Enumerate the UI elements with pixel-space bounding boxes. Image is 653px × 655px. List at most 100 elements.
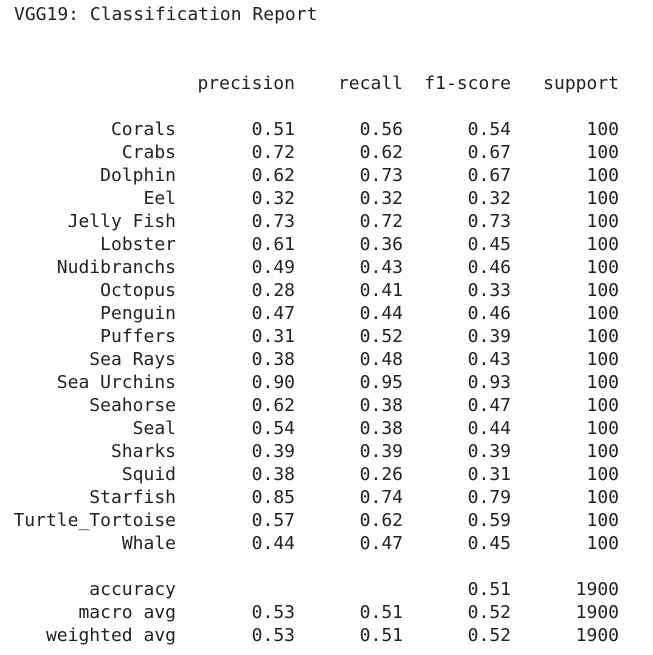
class-label: Seal bbox=[132, 418, 176, 439]
class-row: Sea Urchins 0.90 0.95 0.93 100 bbox=[0, 371, 653, 394]
class-label: Turtle_Tortoise bbox=[13, 510, 176, 531]
recall-value: 0.56 bbox=[359, 119, 403, 140]
f1-value: 0.44 bbox=[467, 418, 511, 439]
class-label: Sharks bbox=[110, 441, 176, 462]
support-value: 100 bbox=[586, 142, 619, 163]
f1-value: 0.54 bbox=[467, 119, 511, 140]
f1-value: 0.45 bbox=[467, 533, 511, 554]
precision-value: 0.53 bbox=[251, 625, 295, 646]
precision-value: 0.44 bbox=[251, 533, 295, 554]
precision-value: 0.62 bbox=[251, 395, 295, 416]
class-label: Nudibranchs bbox=[56, 257, 176, 278]
class-row: Seahorse 0.62 0.38 0.47 100 bbox=[0, 394, 653, 417]
class-label: Penguin bbox=[100, 303, 176, 324]
class-label: Sea Urchins bbox=[56, 372, 176, 393]
precision-value: 0.38 bbox=[251, 464, 295, 485]
class-row: Dolphin 0.62 0.73 0.67 100 bbox=[0, 164, 653, 187]
support-value: 1900 bbox=[575, 625, 619, 646]
class-label: Whale bbox=[121, 533, 176, 554]
recall-value: 0.62 bbox=[359, 510, 403, 531]
recall-value: 0.43 bbox=[359, 257, 403, 278]
precision-value: 0.28 bbox=[251, 280, 295, 301]
support-value: 100 bbox=[586, 510, 619, 531]
support-value: 100 bbox=[586, 418, 619, 439]
f1-value: 0.33 bbox=[467, 280, 511, 301]
header-row: precision recall f1-score support bbox=[0, 72, 653, 95]
f1-value: 0.31 bbox=[467, 464, 511, 485]
recall-value: 0.52 bbox=[359, 326, 403, 347]
recall-value: 0.44 bbox=[359, 303, 403, 324]
recall-value: 0.26 bbox=[359, 464, 403, 485]
class-row: Starfish 0.85 0.74 0.79 100 bbox=[0, 486, 653, 509]
class-label: Seahorse bbox=[89, 395, 176, 416]
support-value: 100 bbox=[586, 441, 619, 462]
class-row: Jelly Fish 0.73 0.72 0.73 100 bbox=[0, 210, 653, 233]
f1-value: 0.32 bbox=[467, 188, 511, 209]
precision-value: 0.32 bbox=[251, 188, 295, 209]
recall-value: 0.48 bbox=[359, 349, 403, 370]
summary-label: weighted avg bbox=[45, 625, 176, 646]
recall-value: 0.36 bbox=[359, 234, 403, 255]
recall-value: 0.38 bbox=[359, 418, 403, 439]
precision-value: 0.85 bbox=[251, 487, 295, 508]
recall-value: 0.74 bbox=[359, 487, 403, 508]
class-label: Starfish bbox=[89, 487, 176, 508]
class-label: Lobster bbox=[100, 234, 176, 255]
support-value: 100 bbox=[586, 533, 619, 554]
support-value: 1900 bbox=[575, 579, 619, 600]
class-row: Corals 0.51 0.56 0.54 100 bbox=[0, 118, 653, 141]
class-label: Crabs bbox=[121, 142, 176, 163]
support-value: 1900 bbox=[575, 602, 619, 623]
f1-value: 0.39 bbox=[467, 441, 511, 462]
support-value: 100 bbox=[586, 188, 619, 209]
report-title: VGG19: Classification Report bbox=[14, 4, 318, 25]
f1-value: 0.52 bbox=[467, 602, 511, 623]
class-row: Squid 0.38 0.26 0.31 100 bbox=[0, 463, 653, 486]
support-value: 100 bbox=[586, 326, 619, 347]
class-row: Lobster 0.61 0.36 0.45 100 bbox=[0, 233, 653, 256]
f1-value: 0.93 bbox=[467, 372, 511, 393]
precision-value: 0.47 bbox=[251, 303, 295, 324]
f1-value: 0.79 bbox=[467, 487, 511, 508]
class-label: Sea Rays bbox=[89, 349, 176, 370]
precision-value: 0.38 bbox=[251, 349, 295, 370]
support-value: 100 bbox=[586, 165, 619, 186]
summary-row-accuracy: accuracy 0.51 1900 bbox=[0, 578, 653, 601]
class-row: Seal 0.54 0.38 0.44 100 bbox=[0, 417, 653, 440]
class-label: Puffers bbox=[100, 326, 176, 347]
recall-value: 0.32 bbox=[359, 188, 403, 209]
class-row: Turtle_Tortoise 0.57 0.62 0.59 100 bbox=[0, 509, 653, 532]
class-row: Octopus 0.28 0.41 0.33 100 bbox=[0, 279, 653, 302]
recall-value: 0.72 bbox=[359, 211, 403, 232]
precision-value: 0.72 bbox=[251, 142, 295, 163]
precision-value: 0.62 bbox=[251, 165, 295, 186]
class-row: Puffers 0.31 0.52 0.39 100 bbox=[0, 325, 653, 348]
precision-value: 0.57 bbox=[251, 510, 295, 531]
header-support: support bbox=[543, 73, 619, 94]
support-value: 100 bbox=[586, 487, 619, 508]
class-label: Corals bbox=[110, 119, 176, 140]
support-value: 100 bbox=[586, 303, 619, 324]
class-row: Penguin 0.47 0.44 0.46 100 bbox=[0, 302, 653, 325]
precision-value: 0.73 bbox=[251, 211, 295, 232]
f1-value: 0.67 bbox=[467, 142, 511, 163]
support-value: 100 bbox=[586, 211, 619, 232]
precision-value: 0.54 bbox=[251, 418, 295, 439]
f1-value: 0.73 bbox=[467, 211, 511, 232]
recall-value: 0.51 bbox=[359, 625, 403, 646]
class-label: Eel bbox=[143, 188, 176, 209]
header-recall: recall bbox=[337, 73, 403, 94]
recall-value: 0.38 bbox=[359, 395, 403, 416]
summary-row-weighted-avg: weighted avg 0.53 0.51 0.52 1900 bbox=[0, 624, 653, 647]
class-row: Crabs 0.72 0.62 0.67 100 bbox=[0, 141, 653, 164]
class-label: Dolphin bbox=[100, 165, 176, 186]
f1-value: 0.46 bbox=[467, 303, 511, 324]
precision-value: 0.31 bbox=[251, 326, 295, 347]
class-label: Octopus bbox=[100, 280, 176, 301]
f1-value: 0.51 bbox=[467, 579, 511, 600]
support-value: 100 bbox=[586, 349, 619, 370]
recall-value: 0.73 bbox=[359, 165, 403, 186]
support-value: 100 bbox=[586, 119, 619, 140]
summary-label: accuracy bbox=[89, 579, 176, 600]
